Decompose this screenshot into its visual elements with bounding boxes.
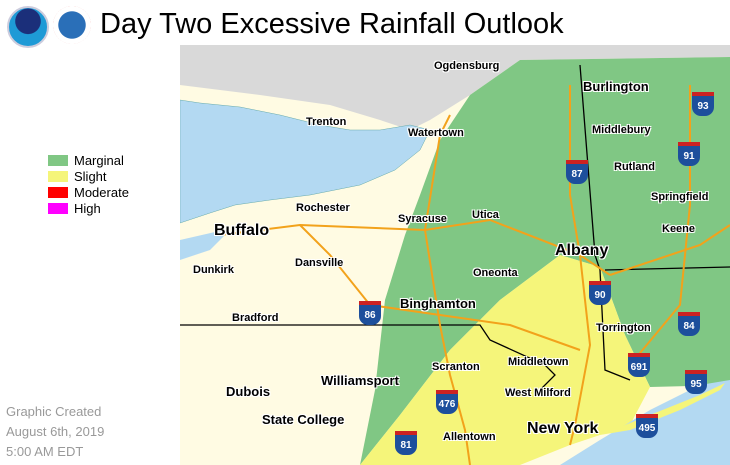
city-label: Watertown [408,127,464,139]
city-label: Burlington [583,79,649,94]
city-label: Buffalo [214,222,270,239]
legend-label: Slight [74,168,107,184]
city-label: West Milford [505,387,571,399]
nws-logo [53,6,91,44]
city-label: State College [262,412,345,427]
legend-swatch [48,154,68,166]
legend-item-marginal: Marginal [48,152,129,168]
legend-item-high: High [48,200,129,216]
interstate-shield: 495 [636,414,658,438]
lake-ontario [180,99,431,224]
legend-swatch [48,202,68,214]
state-border [579,64,631,381]
city-label: Albany [555,242,609,259]
city-label: Allentown [443,431,496,443]
city-label: Springfield [651,191,709,203]
legend-item-moderate: Moderate [48,184,129,200]
city-label: Ogdensburg [434,60,500,72]
city-label: New York [527,420,599,437]
page-title: Day Two Excessive Rainfall Outlook [100,8,564,40]
interstate-shield: 87 [566,160,588,184]
legend-label: Moderate [74,184,129,200]
interstate-shield: 691 [628,353,650,377]
city-label: Rochester [296,202,350,214]
lake-erie [180,230,230,260]
city-label: Syracuse [398,213,447,225]
marginal-risk-area [360,57,730,465]
city-label: Utica [472,209,499,221]
interstate-shield: 90 [589,281,611,305]
state-border [180,324,556,391]
created-label: Graphic Created [6,404,102,419]
created-date: August 6th, 2019 [6,424,105,439]
interstate-shield: 93 [692,92,714,116]
city-label: Middlebury [592,124,651,136]
interstate-shield: 81 [395,431,417,455]
city-label: Dansville [295,257,344,269]
interstate-shield: 84 [678,312,700,336]
outlook-map [180,45,730,465]
legend-swatch [48,170,68,182]
city-label: Torrington [596,322,651,334]
city-label: Trenton [306,116,347,128]
legend-label: High [74,200,101,216]
interstate-shield: 95 [685,370,707,394]
interstate-shield: 91 [678,142,700,166]
city-label: Williamsport [321,373,399,388]
legend: Marginal Slight Moderate High [48,152,129,216]
city-label: Rutland [614,161,655,173]
created-info: Graphic Created August 6th, 2019 5:00 AM… [6,402,104,462]
city-label: Dunkirk [193,264,234,276]
city-label: Keene [662,223,696,235]
city-label: Bradford [232,312,279,324]
city-label: Oneonta [473,267,518,279]
city-label: Middletown [508,356,569,368]
legend-label: Marginal [74,152,124,168]
city-label: Binghamton [400,296,476,311]
noaa-logo [7,6,49,48]
interstate-shield: 476 [436,390,458,414]
legend-swatch [48,186,68,198]
city-label: Scranton [432,361,480,373]
canada-region [180,45,730,130]
legend-item-slight: Slight [48,168,129,184]
created-time: 5:00 AM EDT [6,444,84,459]
city-label: Dubois [226,384,271,399]
interstate-shield: 86 [359,301,381,325]
